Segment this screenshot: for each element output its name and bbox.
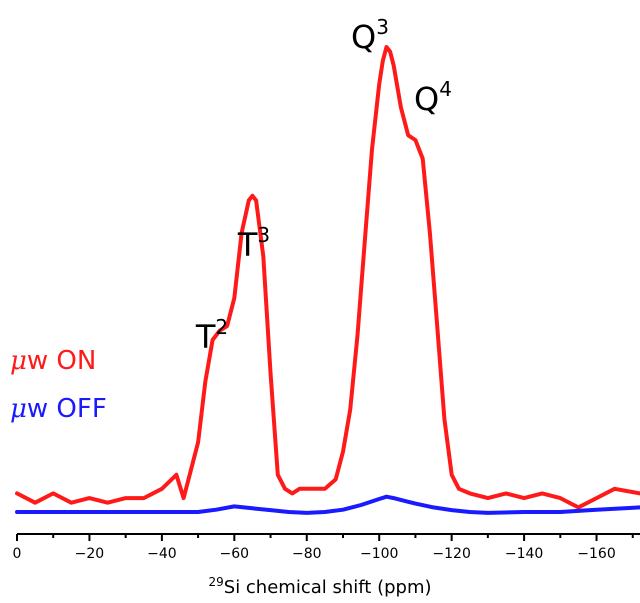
x-axis-title-text: Si chemical shift (ppm): [224, 577, 432, 598]
series-line-mw-off: [15, 494, 640, 515]
x-tick-label: −80: [292, 546, 322, 562]
legend: μw ON μw OFF: [10, 346, 107, 424]
x-tick-label: −120: [432, 546, 470, 562]
x-tick-label: −40: [147, 546, 177, 562]
series-line-mw-on: [15, 45, 640, 510]
x-tick-label: −60: [220, 546, 250, 562]
x-tick-label: −20: [75, 546, 105, 562]
peak-label-t2: T2: [195, 315, 228, 356]
x-tick-label: 0: [13, 546, 22, 562]
x-axis-ticks: 0 −20 −40 −60 −80 −100 −120 −140 −160: [13, 534, 634, 562]
x-tick-label: −160: [577, 546, 615, 562]
legend-item-mw-off: μw OFF: [10, 394, 107, 424]
plot-area: [15, 45, 640, 515]
legend-item-mw-on: μw ON: [10, 346, 96, 376]
x-tick-label: −100: [360, 546, 398, 562]
peak-annotations: T2 T3 Q3 Q4: [195, 15, 452, 356]
peak-label-q3: Q3: [351, 15, 389, 56]
x-axis-title: 29Si chemical shift (ppm): [208, 575, 431, 598]
x-tick-label: −140: [505, 546, 543, 562]
peak-label-t3: T3: [237, 223, 270, 264]
x-axis-title-superscript: 29: [208, 575, 223, 589]
peak-label-q4: Q4: [414, 77, 452, 118]
